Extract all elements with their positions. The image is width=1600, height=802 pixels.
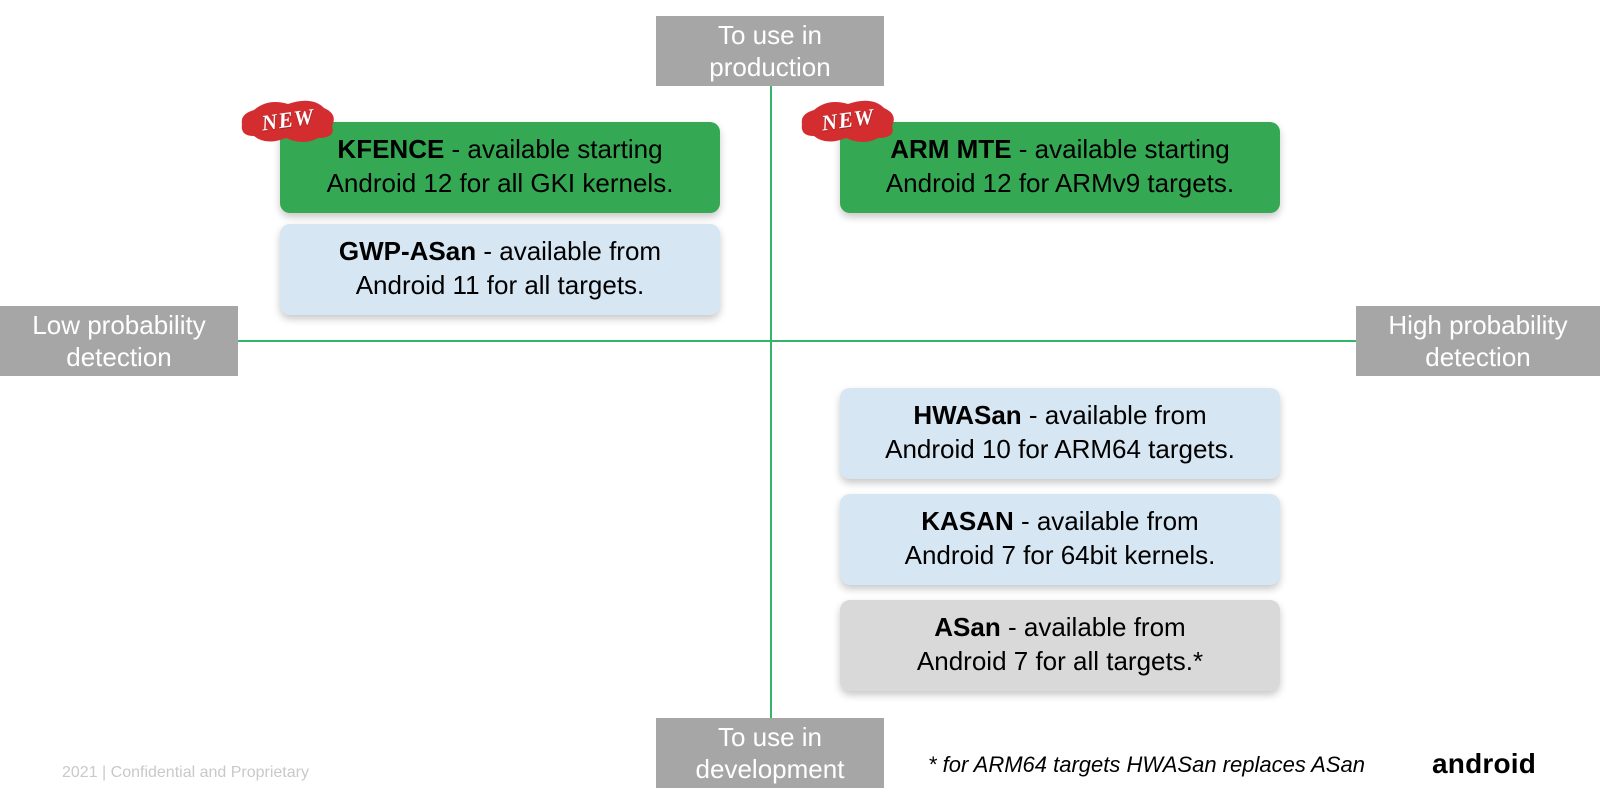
- axis-label-left: Low probability detection: [0, 306, 238, 376]
- axis-label-right-line2: detection: [1425, 342, 1531, 372]
- card-armmte-rest1: - available starting: [1012, 134, 1230, 164]
- card-gwpasan: GWP-ASan - available from Android 11 for…: [280, 224, 720, 315]
- axis-label-left-line1: Low probability: [32, 310, 205, 340]
- card-armmte: NEW ARM MTE - available starting Android…: [840, 122, 1280, 213]
- card-kasan-line2: Android 7 for 64bit kernels.: [858, 538, 1262, 572]
- brand-logo-text: android: [1432, 748, 1536, 780]
- axis-vertical: [770, 84, 772, 740]
- card-hwasan: HWASan - available from Android 10 for A…: [840, 388, 1280, 479]
- card-asan-rest1: - available from: [1001, 612, 1186, 642]
- card-hwasan-line2: Android 10 for ARM64 targets.: [858, 432, 1262, 466]
- footnote: * for ARM64 targets HWASan replaces ASan: [928, 752, 1365, 778]
- axis-label-top-line2: production: [709, 52, 830, 82]
- card-asan-tool: ASan: [934, 612, 1000, 642]
- axis-label-right: High probability detection: [1356, 306, 1600, 376]
- card-gwpasan-line2: Android 11 for all targets.: [298, 268, 702, 302]
- card-kfence-tool: KFENCE: [337, 134, 444, 164]
- axis-label-right-line1: High probability: [1388, 310, 1567, 340]
- axis-label-top: To use in production: [656, 16, 884, 86]
- card-hwasan-tool: HWASan: [913, 400, 1021, 430]
- card-kasan-rest1: - available from: [1014, 506, 1199, 536]
- card-armmte-line2: Android 12 for ARMv9 targets.: [858, 166, 1262, 200]
- card-kfence: NEW KFENCE - available starting Android …: [280, 122, 720, 213]
- axis-label-top-line1: To use in: [718, 20, 822, 50]
- axis-label-bottom: To use in development: [656, 718, 884, 788]
- axis-label-bottom-line1: To use in: [718, 722, 822, 752]
- card-hwasan-rest1: - available from: [1022, 400, 1207, 430]
- card-gwpasan-rest1: - available from: [476, 236, 661, 266]
- card-kfence-rest1: - available starting: [444, 134, 662, 164]
- card-asan-line2: Android 7 for all targets.*: [858, 644, 1262, 678]
- quadrant-diagram: To use in production To use in developme…: [0, 0, 1600, 802]
- card-armmte-tool: ARM MTE: [890, 134, 1011, 164]
- card-kasan-tool: KASAN: [921, 506, 1013, 536]
- card-gwpasan-tool: GWP-ASan: [339, 236, 476, 266]
- confidential-text: 2021 | Confidential and Proprietary: [62, 764, 309, 782]
- axis-label-left-line2: detection: [66, 342, 172, 372]
- axis-label-bottom-line2: development: [696, 754, 845, 784]
- card-asan: ASan - available from Android 7 for all …: [840, 600, 1280, 691]
- card-kasan: KASAN - available from Android 7 for 64b…: [840, 494, 1280, 585]
- card-kfence-line2: Android 12 for all GKI kernels.: [298, 166, 702, 200]
